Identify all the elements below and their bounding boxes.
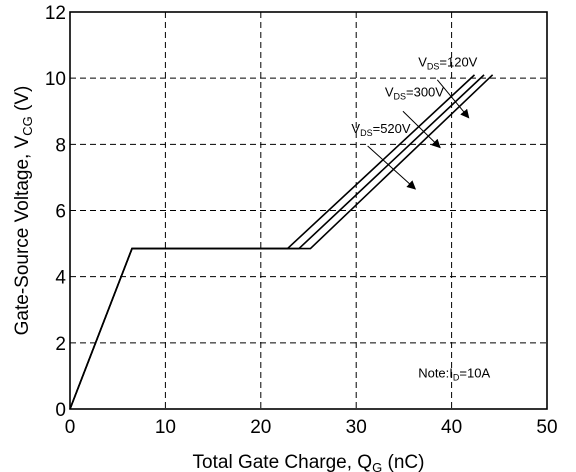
series-lines [69, 74, 494, 410]
note-suffix: =10A [459, 366, 490, 381]
series-label-value: =300V [406, 84, 444, 99]
series-arrow [436, 79, 470, 119]
y-tick-label: 0 [55, 400, 66, 421]
note-sub: D [453, 373, 460, 383]
series-label-sub: DS [360, 128, 373, 138]
series-label: VDS=120V [418, 55, 477, 72]
y-tick-label: 2 [55, 334, 66, 355]
x-tick-label: 30 [346, 417, 367, 438]
tick-labels: 0 10 20 30 40 50 0 2 4 6 8 10 12 [45, 3, 558, 438]
y-tick-label: 10 [45, 69, 66, 90]
y-axis-title-unit: (V) [12, 86, 33, 117]
series-line [69, 74, 485, 410]
x-axis-title-unit: (nC) [382, 452, 424, 472]
x-tick-label: 10 [155, 417, 176, 438]
series-line [69, 74, 476, 410]
series-line [69, 74, 494, 410]
series-label-main: V [418, 55, 427, 70]
y-axis-title-sub: CG [20, 116, 35, 136]
note-prefix: Note:I [418, 366, 453, 381]
plot-frame [69, 11, 548, 410]
x-tick-label: 40 [441, 417, 462, 438]
series-label-value: =520V [373, 121, 411, 136]
series-label-main: V [385, 84, 394, 99]
y-axis-title-main: Gate-Source Voltage, V [12, 135, 33, 335]
x-axis-title: Total Gate Charge, QG (nC) [193, 452, 425, 472]
y-tick-label: 6 [55, 202, 66, 223]
series-arrow [367, 145, 417, 190]
series-label-main: V [351, 121, 360, 136]
y-tick-label: 4 [55, 268, 66, 289]
x-tick-label: 20 [250, 417, 271, 438]
series-label: VDS=520V [351, 121, 410, 138]
note-label: Note:ID=10A [418, 366, 490, 383]
x-tick-label: 50 [536, 417, 557, 438]
series-label-sub: DS [393, 91, 406, 101]
x-axis-title-sub: G [372, 460, 382, 472]
y-tick-label: 12 [45, 3, 66, 24]
y-axis-title: Gate-Source Voltage, VCG (V) [12, 86, 35, 336]
series-label-value: =120V [439, 55, 477, 70]
y-tick-label: 8 [55, 135, 66, 156]
x-tick-label: 0 [65, 417, 76, 438]
series-label-sub: DS [427, 62, 440, 72]
grid [70, 12, 547, 409]
series-arrow [402, 110, 441, 149]
x-axis-title-main: Total Gate Charge, Q [193, 452, 373, 472]
series-label: VDS=300V [385, 84, 444, 101]
